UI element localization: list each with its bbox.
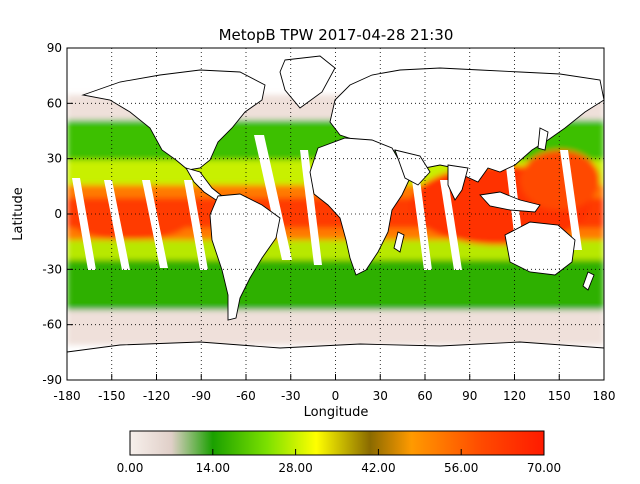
lon-tick-label: -180 <box>53 389 80 403</box>
lat-tick-group: 90 60 30 0 -30 -60 -90 <box>42 41 73 387</box>
orbit-gaps <box>72 135 582 270</box>
indonesia <box>479 191 541 213</box>
x-axis-label: Longitude <box>304 405 369 420</box>
lon-tick-label: 30 <box>373 389 388 403</box>
australia <box>504 221 576 276</box>
map-title: MetopB TPW 2017-04-28 21:30 <box>219 26 454 44</box>
north-america <box>81 69 266 171</box>
colorbar-label: 42.00 <box>361 461 395 475</box>
lat-tick-label: 60 <box>47 96 62 110</box>
lon-tick-label: 120 <box>503 389 526 403</box>
colorbar-label: 0.00 <box>117 461 144 475</box>
lon-tick-label: -120 <box>143 389 170 403</box>
lon-tick-label: -60 <box>236 389 256 403</box>
lon-tick-label: 60 <box>417 389 432 403</box>
y-axis-label: Latitude <box>11 187 26 241</box>
lat-tick-label: -60 <box>42 318 62 332</box>
colorbar-label: 28.00 <box>278 461 312 475</box>
lon-tick-group: -180 -150 -120 -90 -60 -30 0 30 60 90 120 150 180 <box>53 374 615 403</box>
greenland <box>279 55 336 109</box>
lon-tick-label: -90 <box>191 389 211 403</box>
africa <box>309 137 411 276</box>
continents <box>67 55 604 380</box>
india <box>447 164 469 201</box>
lon-tick-label: -30 <box>281 389 301 403</box>
lon-tick-label: 180 <box>593 389 616 403</box>
lon-tick-label: 0 <box>332 389 340 403</box>
colorbar-label: 56.00 <box>444 461 478 475</box>
grid-lines <box>67 48 604 380</box>
lat-tick-label: 90 <box>47 41 62 55</box>
colorbar-label: 70.00 <box>527 461 561 475</box>
lat-tick-label: 30 <box>47 152 62 166</box>
south-america <box>209 193 281 321</box>
lon-tick-label: 90 <box>462 389 477 403</box>
lat-tick-label: 0 <box>54 207 62 221</box>
lon-tick-label: -150 <box>98 389 125 403</box>
colorbar-label: 14.00 <box>196 461 230 475</box>
colorbar-label-group: 0.00 14.00 28.00 42.00 56.00 70.00 <box>117 449 561 475</box>
antarctica <box>67 341 604 380</box>
lat-tick-label: -90 <box>42 373 62 387</box>
colorbar <box>129 430 545 456</box>
lat-tick-label: -30 <box>42 262 62 276</box>
lon-tick-label: 150 <box>548 389 571 403</box>
